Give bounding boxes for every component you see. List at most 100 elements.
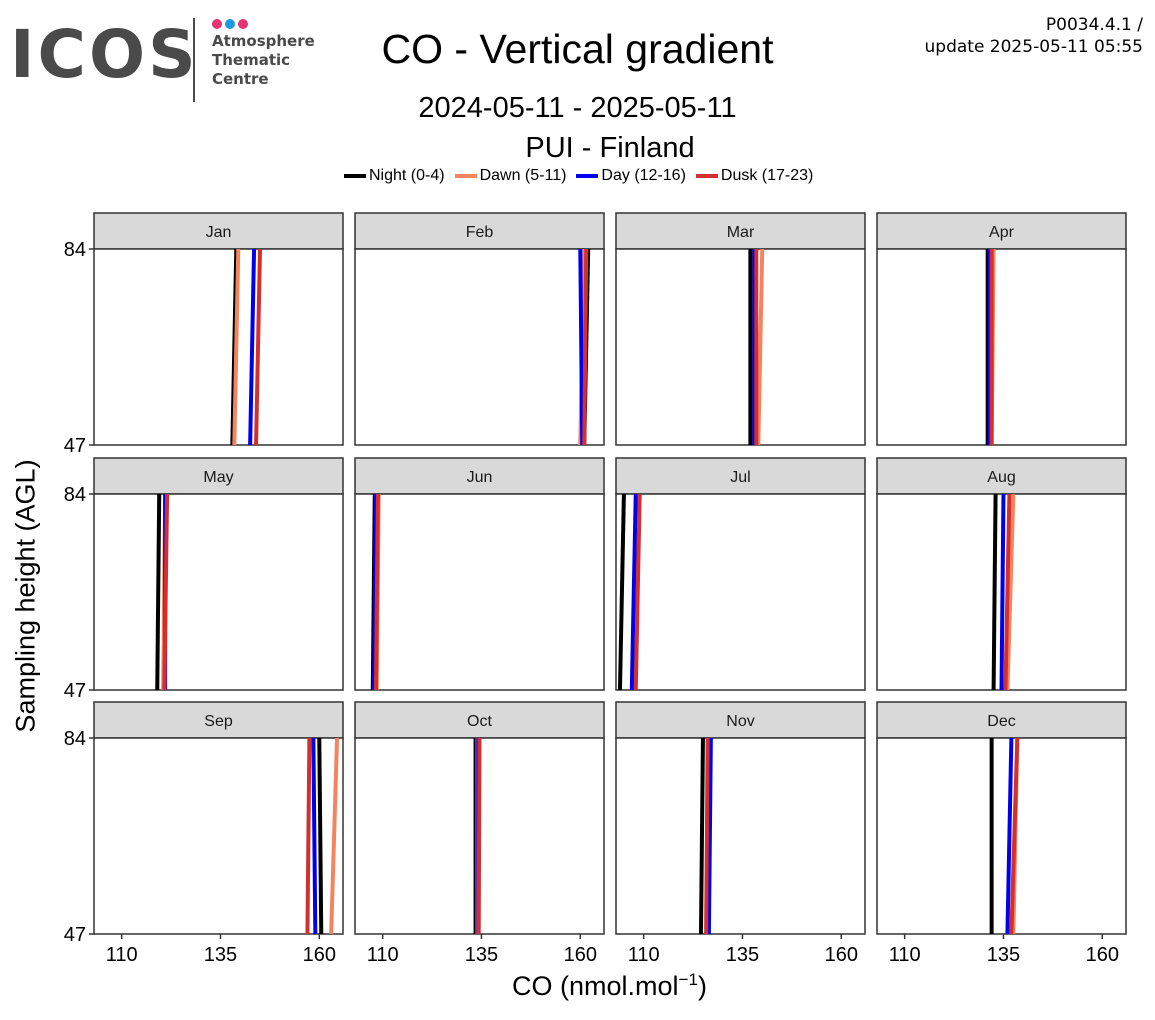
panel-apr: Apr [876,212,1127,446]
x-tick-label: 160 [303,944,336,966]
logo-divider [193,18,195,102]
chart-station: PUI - Finland [525,132,695,164]
legend-label: Dusk (17-23) [720,167,814,184]
chart-legend: Night (0-4) Dawn (5-11) Day (12-16) Dusk (1… [344,166,823,186]
x-axis-label-superscript: −1 [678,970,698,989]
series-line [578,248,585,446]
series-line [232,248,241,446]
panel-plot-area [93,493,344,691]
panel-strip-label: May [203,469,233,486]
x-tick-label: 135 [726,944,759,966]
panel-plot-area [615,248,866,446]
x-tick-label: 110 [106,944,138,966]
series-line [991,493,998,691]
logo-dot-1 [225,19,235,29]
update-label: update 2025-05-11 05:55 [924,37,1144,57]
x-axis-label: CO (nmol.mol−1) [93,970,1126,1002]
panel-feb: Feb [354,212,605,446]
legend-swatch [344,174,366,178]
panel-strip [354,701,605,739]
series-line [633,493,642,691]
panel-oct: Oct 110 135 160 [354,701,605,966]
panel-strip-label: Aug [987,469,1015,486]
version-info: P0034.4.1 / update 2025-05-11 05:55 [925,14,1144,58]
panel-jul: Jul [615,457,866,691]
y-axis-label: Sampling height (AGL) [10,459,41,733]
panel-nov: Nov 110 135 160 [615,701,866,966]
panel-strip [93,212,344,250]
series-line [1003,493,1012,691]
panel-strip-label: Jul [730,469,750,486]
panel-strip [354,212,605,250]
panel-strip-label: Mar [727,224,755,241]
panel-plot-area [93,248,344,446]
panel-strip-label: Jan [206,224,232,241]
panel-strip [93,701,344,739]
panel-dec: Dec 110 135 160 [876,701,1127,966]
panel-may: May 47 84 [64,457,344,702]
series-line [999,493,1006,691]
panel-strip-label: Nov [726,713,754,730]
series-line [582,248,589,446]
legend-item: Day (12-16) [576,167,686,185]
panel-strip-label: Dec [987,713,1015,730]
legend-item: Dusk (17-23) [695,167,814,185]
panel-strip [876,212,1127,250]
legend-swatch [695,174,718,178]
panel-jan: Jan 47 84 [64,212,344,457]
y-tick-label: 84 [64,239,86,261]
legend-label: Day (12-16) [601,167,686,184]
x-tick-label: 135 [987,944,1020,966]
x-tick-label: 135 [204,944,237,966]
panel-strip [615,457,866,495]
x-tick-label: 160 [564,944,597,966]
series-line [329,737,340,935]
series-line [162,493,170,691]
legend-item: Night (0-4) [344,167,445,185]
series-line [617,493,626,691]
series-line [155,493,162,691]
logo-subtitle-line: Atmosphere [212,32,315,50]
logo-dot-2 [238,19,248,29]
series-line [254,248,262,446]
x-tick-label: 110 [628,944,660,966]
panel-jun: Jun [354,457,605,691]
panel-strip [93,457,344,495]
y-tick-label: 84 [64,484,86,506]
x-tick-label: 110 [367,944,399,966]
panel-strip-label: Jun [467,469,493,486]
panel-strip [876,701,1127,739]
series-line [476,737,482,935]
x-tick-label: 160 [825,944,858,966]
series-line [248,248,257,446]
panel-mar: Mar [615,212,866,446]
panel-strip [354,457,605,495]
panel-plot-area [93,737,344,935]
panel-strip-label: Oct [467,713,492,730]
panel-strip-label: Apr [989,224,1015,241]
x-axis-label-text: CO (nmol.mol [512,971,679,1001]
panel-strip [615,701,866,739]
panel-plot-area [876,248,1127,446]
legend-label: Night (0-4) [369,167,445,184]
version-label: P0034.4.1 / [1045,15,1143,35]
panel-plot-area [876,737,1127,935]
logo-subtitle-line: Thematic [212,51,291,69]
series-line [1005,493,1016,691]
x-tick-label: 110 [889,944,921,966]
logo-dot-0 [212,19,222,29]
series-line [629,493,638,691]
series-line [706,737,713,935]
series-line [756,248,765,446]
legend-swatch [454,174,477,178]
series-line [373,493,380,691]
y-tick-label: 47 [64,435,86,457]
series-line [311,737,318,935]
x-tick-label: 135 [465,944,498,966]
series-line [1009,737,1020,935]
series-line [698,737,705,935]
legend-item: Dawn (5-11) [454,167,567,185]
series-line [1005,737,1014,935]
legend-label: Dawn (5-11) [479,167,567,184]
